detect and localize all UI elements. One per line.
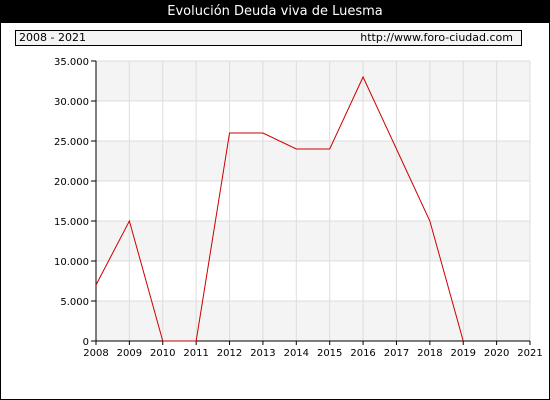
plot-band [96,181,530,221]
plot-band [96,101,530,141]
series-line [95,75,464,342]
x-tick-label: 2013 [250,348,275,359]
x-tick-label: 2011 [183,348,208,359]
x-tick-label: 2008 [83,348,108,359]
x-tick-label: 2016 [350,348,375,359]
y-tick-label: 20.000 [54,177,89,188]
x-tick-label: 2021 [517,348,542,359]
x-tick-label: 2019 [451,348,476,359]
y-tick-label: 10.000 [54,257,89,268]
y-tick-label: 25.000 [54,137,89,148]
plot-band [96,141,530,181]
source-url[interactable]: http://www.foro-ciudad.com [360,31,513,44]
y-tick-label: 15.000 [54,217,89,228]
plot-band [96,261,530,301]
info-bar: 2008 - 2021 http://www.foro-ciudad.com [15,30,522,46]
x-tick-label: 2017 [384,348,409,359]
y-tick-label: 5.000 [60,297,89,308]
x-tick-label: 2012 [217,348,242,359]
y-tick-label: 0 [83,337,89,348]
y-tick-label: 35.000 [54,57,89,68]
x-tick-label: 2014 [284,348,309,359]
plot-band [96,61,530,101]
x-tick-label: 2009 [117,348,142,359]
y-tick-label: 30.000 [54,97,89,108]
x-tick-label: 2010 [150,348,175,359]
chart-title: Evolución Deuda viva de Luesma [1,1,549,23]
x-tick-label: 2018 [417,348,442,359]
period-label: 2008 - 2021 [19,31,86,44]
x-tick-label: 2020 [484,348,509,359]
plot-band [96,221,530,261]
x-tick-label: 2015 [317,348,342,359]
